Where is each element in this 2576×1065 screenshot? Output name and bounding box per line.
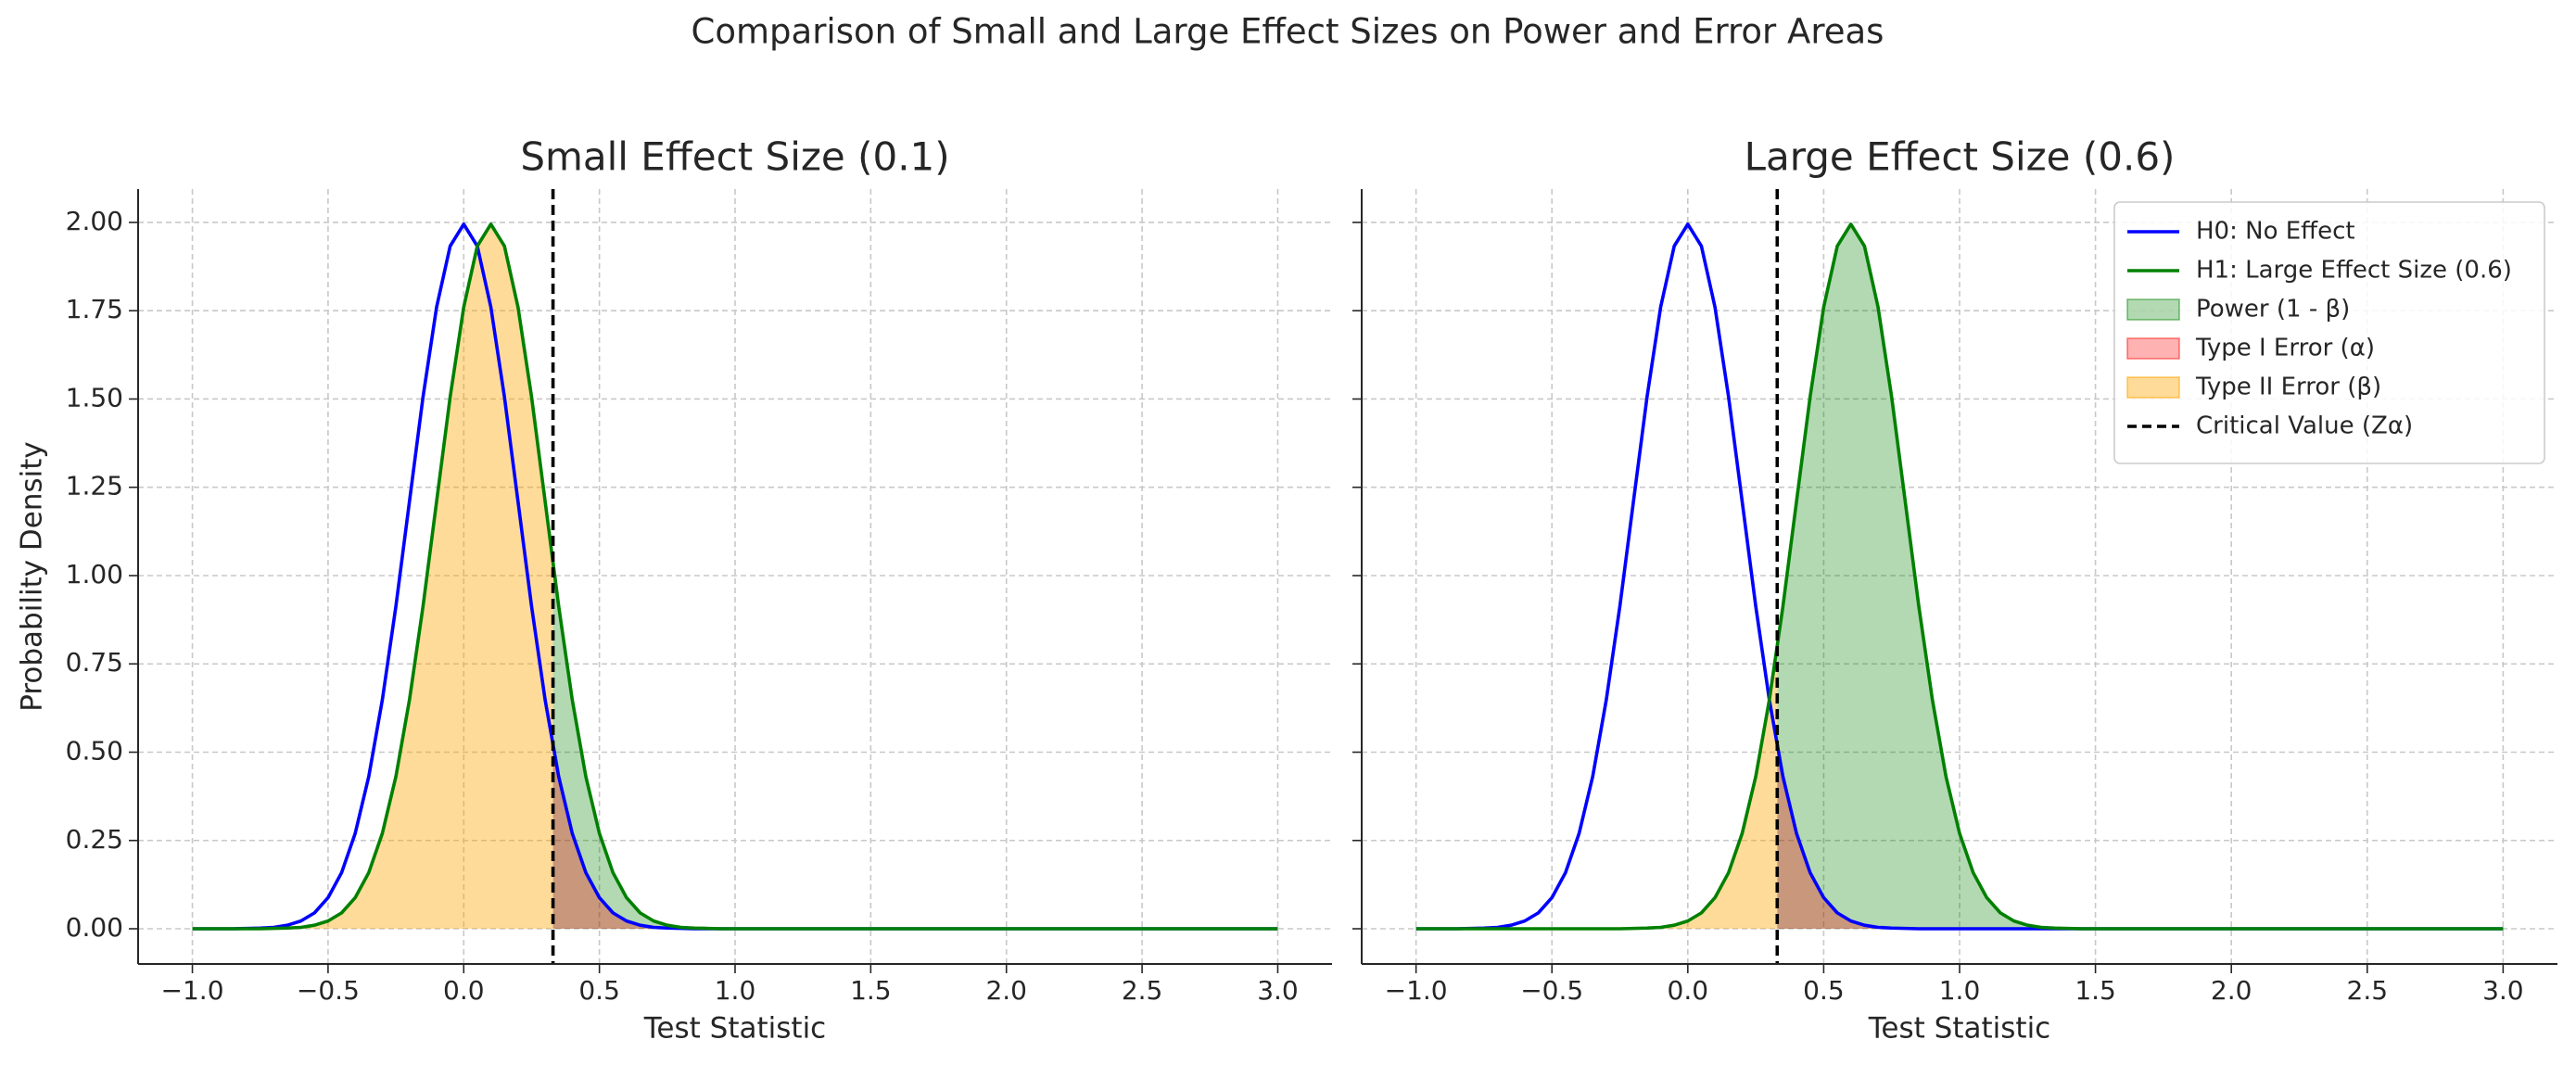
legend-swatch [2126, 298, 2180, 321]
area [1415, 645, 1778, 930]
x-tick-label: −1.0 [1385, 975, 1448, 1006]
legend-label: Type I Error (α) [2195, 335, 2375, 362]
y-tick-label: 0.25 [66, 824, 123, 855]
x-tick-label: 0.0 [1668, 975, 1709, 1006]
x-tick-label: 2.5 [1122, 975, 1163, 1006]
area [192, 223, 553, 930]
legend-label: Critical Value (Zα) [2196, 412, 2413, 440]
legend-box [2113, 201, 2545, 464]
x-tick-label: −1.0 [161, 975, 224, 1006]
y-tick-label: 0.75 [66, 647, 123, 678]
x-tick-label: 1.5 [2075, 975, 2116, 1006]
x-tick-label: 0.5 [578, 975, 620, 1006]
x-tick-label: 3.0 [2482, 975, 2524, 1006]
axes: −1.0 −0.5 0.0 0.5 1.0 1.5 2.0 2.5 3.0 0.00 0.25 0.5… [16, 134, 1332, 1046]
x-tick-label: 2.5 [2347, 975, 2389, 1006]
line [192, 222, 1278, 931]
legend-swatch [2126, 337, 2180, 360]
x-axis-label: Test Statistic [643, 1012, 826, 1046]
y-tick-label: 1.75 [66, 294, 123, 324]
x-tick-label: −0.5 [297, 975, 360, 1006]
legend-label: H1: Large Effect Size (0.6) [2196, 257, 2512, 285]
line [1415, 222, 2504, 931]
y-tick-label: 0.50 [66, 736, 123, 767]
y-axis-label: Probability Density [16, 441, 49, 712]
x-tick-label: 2.0 [2211, 975, 2252, 1006]
legend-label: Type II Error (β) [2195, 374, 2381, 401]
x-tick-label: 1.0 [1939, 975, 1981, 1006]
x-tick-label: 1.5 [850, 975, 892, 1006]
axes-title: Small Effect Size (0.1) [520, 134, 949, 180]
area [1777, 223, 2504, 930]
y-tick-label: 0.00 [66, 912, 123, 943]
x-tick-label: 3.0 [1257, 975, 1299, 1006]
x-tick-label: 0.5 [1803, 975, 1845, 1006]
legend: H0: No Effect H1: Large Effect Size (0.6)… [2113, 201, 2545, 464]
x-axis-label: Test Statistic [1868, 1012, 2050, 1046]
x-tick-label: −0.5 [1520, 975, 1583, 1006]
y-tick-label: 1.50 [66, 382, 123, 412]
y-tick-label: 1.25 [66, 471, 123, 501]
legend-label: Power (1 - β) [2196, 296, 2350, 323]
legend-label: H0: No Effect [2196, 218, 2355, 246]
y-tick-label: 1.00 [66, 559, 123, 590]
axes: −1.0 −0.5 0.0 0.5 1.0 1.5 2.0 2.5 3.0 Large Effec… [1352, 134, 2557, 1046]
axes-title: Large Effect Size (0.6) [1745, 134, 2176, 180]
x-tick-label: 2.0 [985, 975, 1027, 1006]
x-tick-label: 1.0 [715, 975, 756, 1006]
figure-title: Comparison of Small and Large Effect Siz… [692, 12, 1884, 52]
x-tick-label: 0.0 [443, 975, 485, 1006]
legend-swatch [2126, 376, 2180, 399]
y-tick-label: 2.00 [66, 206, 123, 236]
